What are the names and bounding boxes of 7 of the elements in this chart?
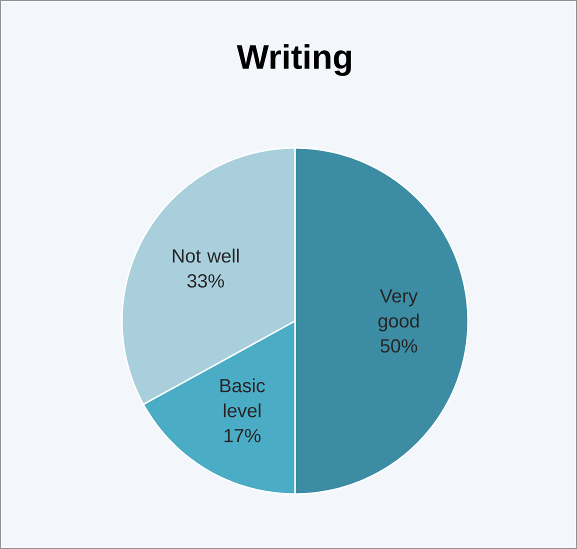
data-label: 33% <box>187 274 224 288</box>
data-label: 50% <box>380 339 418 353</box>
slice-label: Very good <box>378 289 419 332</box>
slice-label: Not well <box>172 248 239 263</box>
data-label: 17% <box>224 428 260 442</box>
chart-title: Writing <box>236 44 351 76</box>
slice-label: Basic level <box>220 378 265 418</box>
